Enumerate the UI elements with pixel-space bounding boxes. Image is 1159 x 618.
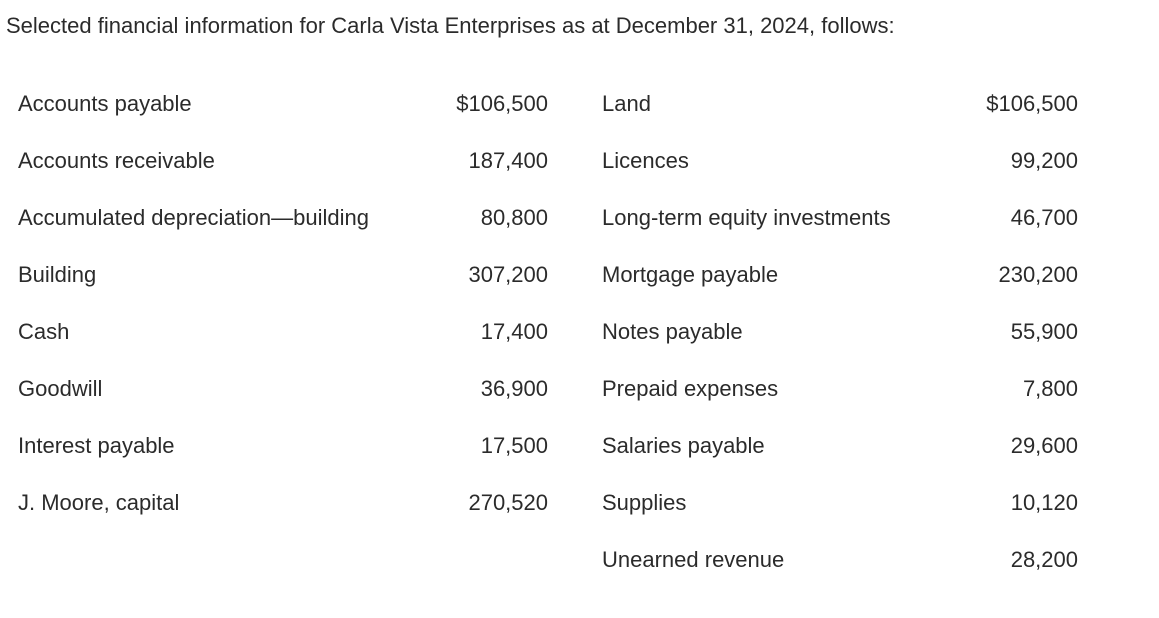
account-amount xyxy=(418,531,548,588)
account-amount: 270,520 xyxy=(468,490,548,515)
account-amount: 17,500 xyxy=(480,433,548,458)
table-row: Interest payable 17,500 Salaries payable… xyxy=(18,417,1078,474)
column-gap xyxy=(548,303,602,360)
column-gap xyxy=(548,189,602,246)
account-label: Salaries payable xyxy=(602,433,765,458)
account-amount: 230,200 xyxy=(998,262,1078,287)
account-amount: 307,200 xyxy=(468,262,548,287)
column-gap xyxy=(548,132,602,189)
account-amount: 10,120 xyxy=(1010,490,1078,515)
account-amount: 28,200 xyxy=(1010,547,1078,572)
account-amount: 55,900 xyxy=(1010,319,1078,344)
table-row: Unearned revenue 28,200 xyxy=(18,531,1078,588)
account-amount: 99,200 xyxy=(1010,148,1078,173)
account-label: Accounts receivable xyxy=(18,148,215,173)
table-row: Goodwill 36,900 Prepaid expenses 7,800 xyxy=(18,360,1078,417)
account-label: Mortgage payable xyxy=(602,262,779,287)
table-row: Accounts payable $106,500 Land $106,500 xyxy=(18,75,1078,132)
column-gap xyxy=(548,246,602,303)
intro-text: Selected financial information for Carla… xyxy=(6,13,895,38)
column-gap xyxy=(548,360,602,417)
account-label: Cash xyxy=(18,319,70,344)
account-label: Supplies xyxy=(602,490,687,515)
account-label: Land xyxy=(602,91,651,116)
column-gap xyxy=(548,417,602,474)
account-amount: 7,800 xyxy=(1022,376,1078,401)
table-row: Accounts receivable 187,400 Licences 99,… xyxy=(18,132,1078,189)
account-amount: 187,400 xyxy=(468,148,548,173)
account-amount: $106,500 xyxy=(986,91,1078,116)
account-amount: $106,500 xyxy=(456,91,548,116)
account-label: Licences xyxy=(602,148,689,173)
account-label: Accounts payable xyxy=(18,91,192,116)
financial-info-table: Accounts payable $106,500 Land $106,500 … xyxy=(18,75,1078,588)
account-label xyxy=(18,531,418,588)
account-label: Interest payable xyxy=(18,433,175,458)
table-row: Building 307,200 Mortgage payable 230,20… xyxy=(18,246,1078,303)
account-label: Accumulated depreciation—building xyxy=(18,205,369,230)
column-gap xyxy=(548,474,602,531)
account-label: J. Moore, capital xyxy=(18,490,180,515)
account-label: Building xyxy=(18,262,97,287)
table-row: J. Moore, capital 270,520 Supplies 10,12… xyxy=(18,474,1078,531)
table-row: Accumulated depreciation—building 80,800… xyxy=(18,189,1078,246)
account-amount: 80,800 xyxy=(480,205,548,230)
column-gap xyxy=(548,531,602,588)
account-amount: 29,600 xyxy=(1010,433,1078,458)
account-amount: 46,700 xyxy=(1010,205,1078,230)
account-label: Long-term equity investments xyxy=(602,205,891,230)
account-amount: 36,900 xyxy=(480,376,548,401)
account-label: Goodwill xyxy=(18,376,103,401)
table-row: Cash 17,400 Notes payable 55,900 xyxy=(18,303,1078,360)
account-label: Prepaid expenses xyxy=(602,376,779,401)
account-label: Notes payable xyxy=(602,319,743,344)
account-label: Unearned revenue xyxy=(602,547,785,572)
column-gap xyxy=(548,75,602,132)
account-amount: 17,400 xyxy=(480,319,548,344)
